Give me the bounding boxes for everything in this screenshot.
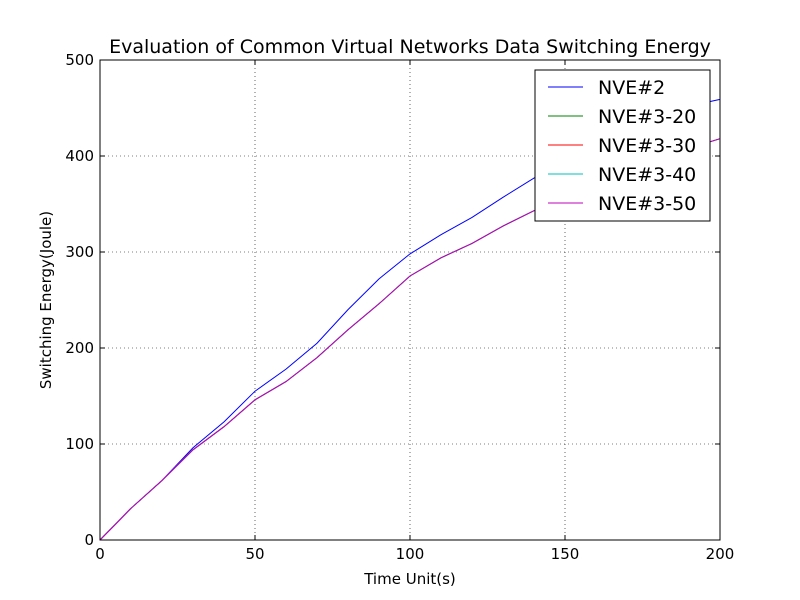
y-tick-label: 400	[65, 147, 94, 165]
x-tick-label: 0	[95, 545, 105, 563]
y-tick-label: 100	[65, 435, 94, 453]
x-tick-label: 50	[245, 545, 264, 563]
y-tick-label: 300	[65, 243, 94, 261]
x-tick-label: 100	[396, 545, 425, 563]
x-tick-label: 200	[706, 545, 735, 563]
chart-title: Evaluation of Common Virtual Networks Da…	[109, 36, 711, 58]
legend-label: NVE#3-50	[598, 193, 696, 215]
y-tick-label: 200	[65, 339, 94, 357]
y-tick-label: 0	[84, 531, 94, 549]
legend-label: NVE#3-20	[598, 106, 696, 128]
legend-label: NVE#3-30	[598, 135, 696, 157]
y-tick-label: 500	[65, 51, 94, 69]
axis-ticks: 0 50 100 150 200 0 100 200 300 400 500	[65, 51, 734, 563]
legend: NVE#2 NVE#3-20 NVE#3-30 NVE#3-40 NVE#3-50	[534, 69, 711, 222]
x-tick-label: 150	[551, 545, 580, 563]
y-axis-label: Switching Energy(Joule)	[37, 211, 55, 389]
legend-label: NVE#2	[598, 77, 665, 99]
legend-label: NVE#3-40	[598, 164, 696, 186]
x-axis-label: Time Unit(s)	[363, 570, 456, 588]
